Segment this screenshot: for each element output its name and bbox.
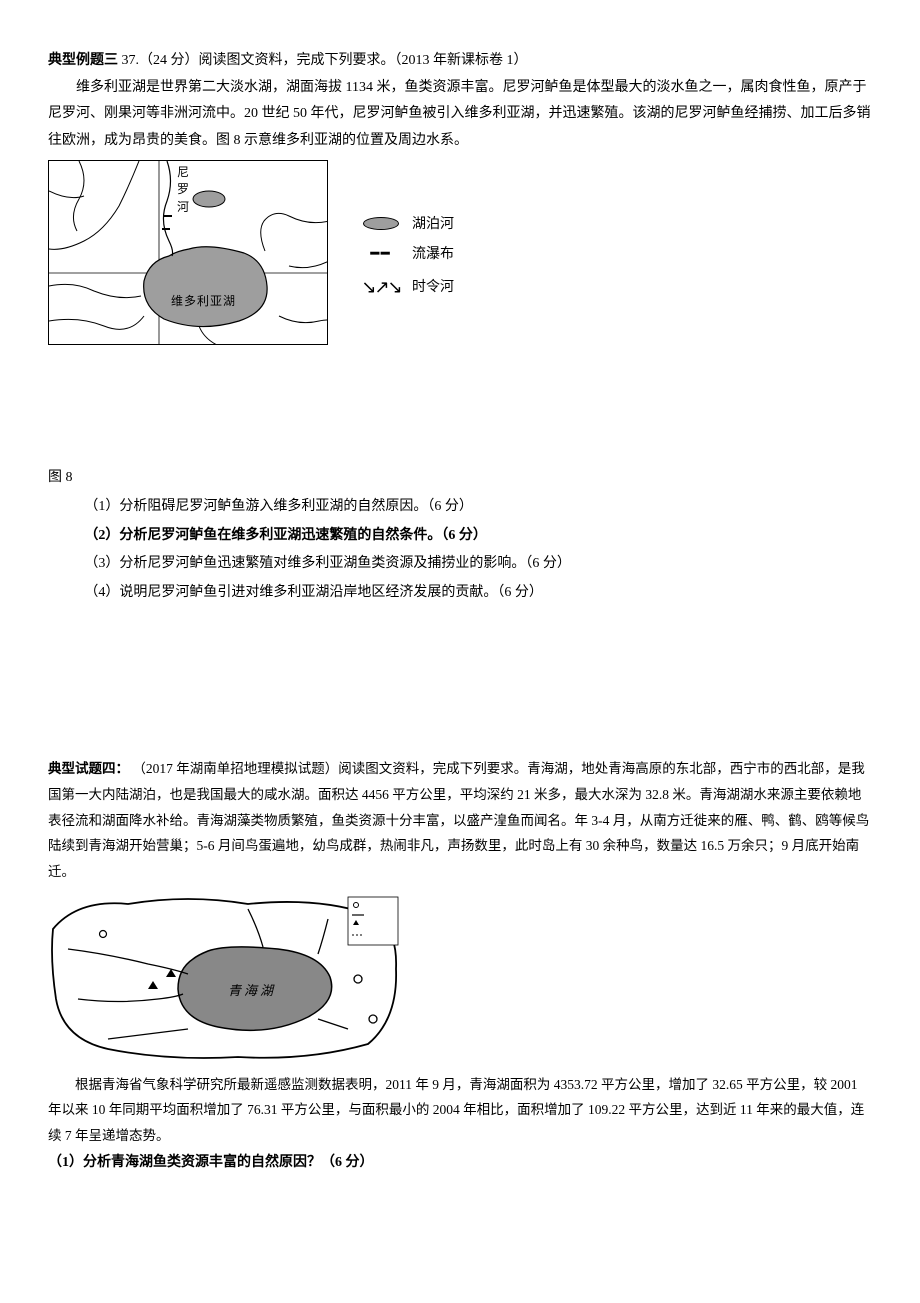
q3-para1: 维多利亚湖是世界第二大淡水湖，湖面海拔 1134 米，鱼类资源丰富。尼罗河鲈鱼是… [48, 75, 872, 155]
label-lake-victoria: 维多利亚湖 [171, 295, 236, 308]
q3-sub1: （1）分析阻碍尼罗河鲈鱼游入维多利亚湖的自然原因。（6 分） [48, 494, 872, 521]
map2-svg [48, 889, 403, 1064]
q3-sub3: （3）分析尼罗河鲈鱼迅速繁殖对维多利亚湖鱼类资源及捕捞业的影响。（6 分） [48, 551, 872, 578]
q3-header-bold: 典型例题三 [48, 53, 118, 68]
q3-header-rest: 37.（24 分）阅读图文资料，完成下列要求。（2013 年新课标卷 1） [118, 53, 528, 68]
q4-para2: 根据青海省气象科学研究所最新遥感监测数据表明，2011 年 9 月，青海湖面积为… [48, 1072, 872, 1149]
q3-sub4: （4）说明尼罗河鲈鱼引进对维多利亚湖沿岸地区经济发展的贡献。（6 分） [48, 580, 872, 607]
figure-8: 尼 罗 河 维多利亚湖 湖泊河 ━━ 流瀑布 ↘↗↘ 时令河 [48, 160, 872, 345]
q4-sub1: （1）分析青海湖鱼类资源丰富的自然原因？（6 分） [48, 1150, 872, 1177]
figure-8-legend: 湖泊河 ━━ 流瀑布 ↘↗↘ 时令河 [358, 210, 454, 307]
map-victoria-lake: 尼 罗 河 维多利亚湖 [48, 160, 328, 345]
legend-label-lake: 湖泊河 [412, 210, 454, 239]
seasonal-symbol: ↘↗↘ [358, 269, 404, 307]
legend-seasonal: ↘↗↘ 时令河 [358, 269, 454, 307]
label-nile-1: 尼 [177, 166, 189, 179]
legend-label-waterfall: 流瀑布 [412, 240, 454, 269]
label-nile-3: 河 [177, 201, 189, 214]
legend-waterfall: ━━ 流瀑布 [358, 240, 454, 269]
q3-sub2: （2）分析尼罗河鲈鱼在维多利亚湖迅速繁殖的自然条件。（6 分） [48, 523, 872, 550]
map-qinghai-lake: 青海湖 [48, 889, 403, 1064]
q3-subquestions: （1）分析阻碍尼罗河鲈鱼游入维多利亚湖的自然原因。（6 分） （2）分析尼罗河鲈… [48, 494, 872, 606]
label-nile-2: 罗 [177, 183, 189, 196]
label-qinghai-lake: 青海湖 [228, 984, 276, 998]
waterfall-symbol: ━━ [358, 240, 404, 269]
q3-header: 典型例题三 37.（24 分）阅读图文资料，完成下列要求。（2013 年新课标卷… [48, 48, 872, 75]
q4-header-bold: 典型试题四： [48, 761, 129, 776]
q4-header-rest: （2017 年湖南单招地理模拟试题）阅读图文资料，完成下列要求。青海湖，地处青海… [48, 761, 869, 879]
lake-symbol [363, 217, 399, 230]
figure-8-caption: 图 8 [48, 465, 872, 492]
legend-label-seasonal: 时令河 [412, 273, 454, 302]
q4-header: 典型试题四： （2017 年湖南单招地理模拟试题）阅读图文资料，完成下列要求。青… [48, 756, 872, 884]
legend-lake-river: 湖泊河 [358, 210, 454, 239]
